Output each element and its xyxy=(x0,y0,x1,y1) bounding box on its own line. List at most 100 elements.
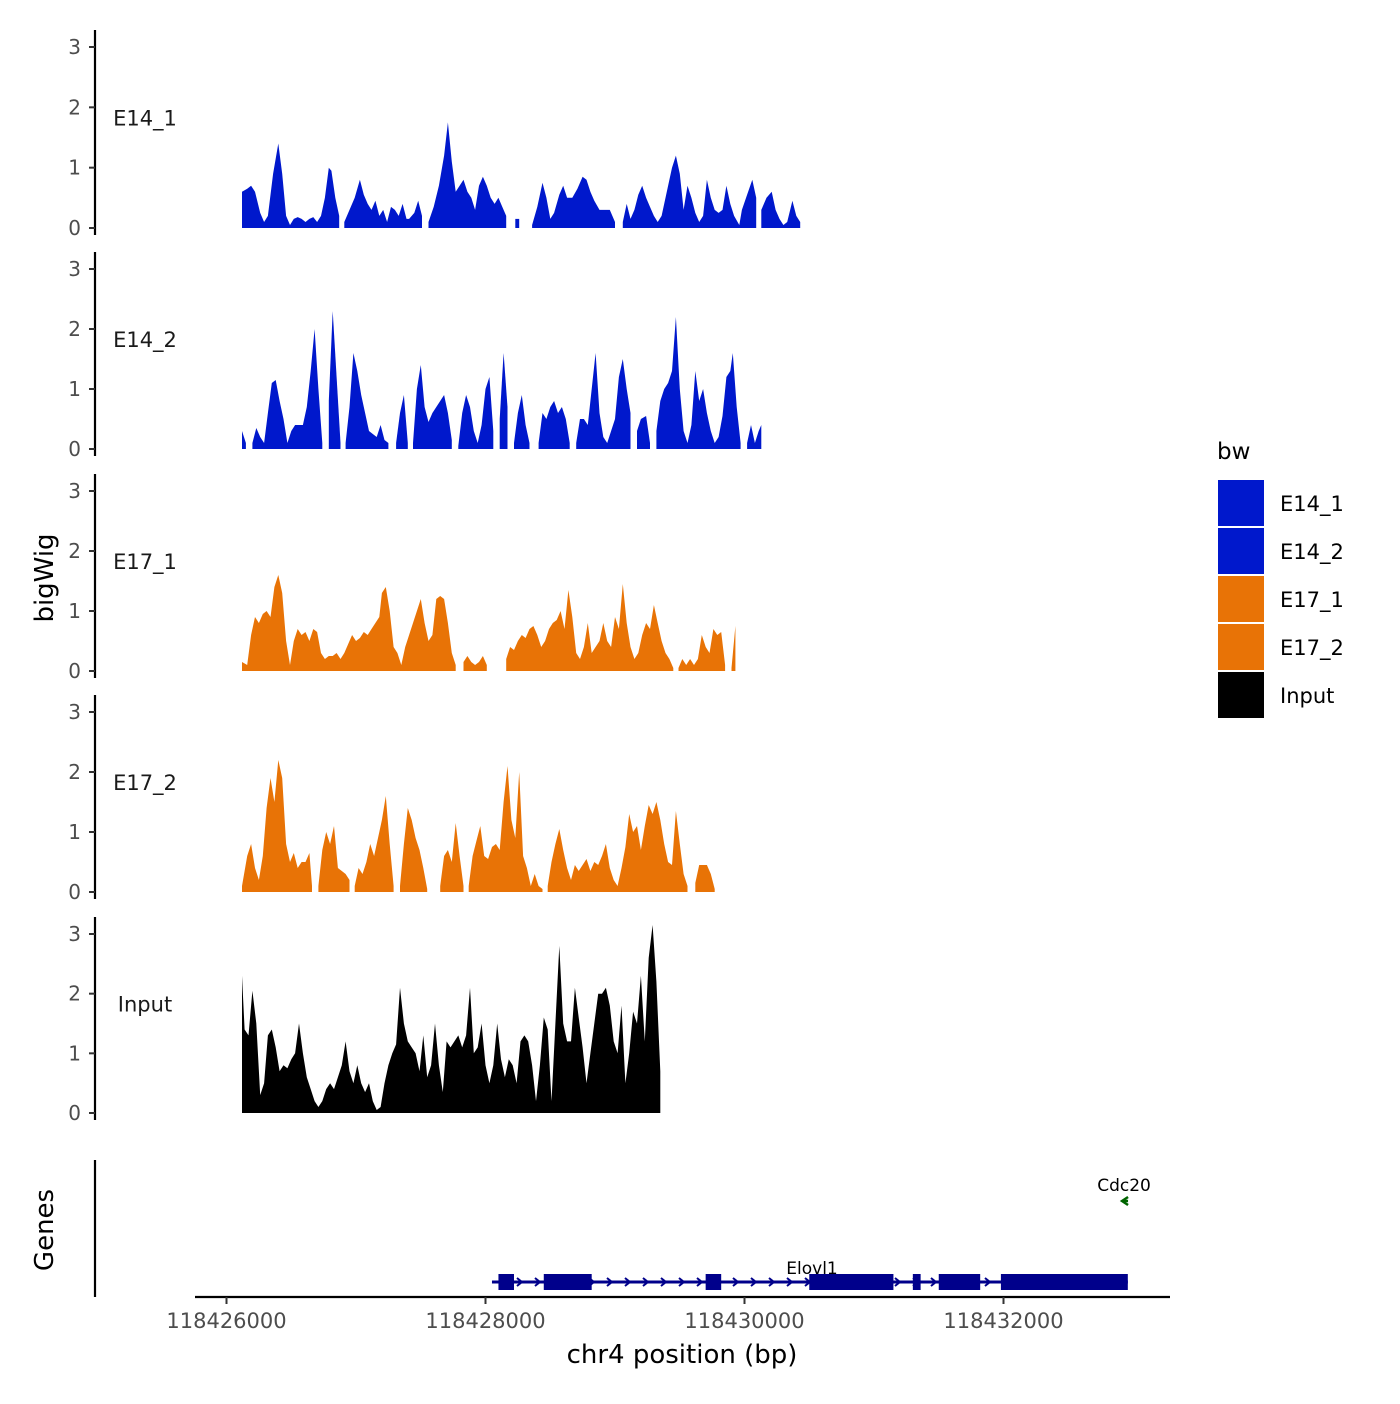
signal-area xyxy=(506,584,674,671)
track-label: E17_2 xyxy=(113,771,177,796)
y-tick-label: 3 xyxy=(68,35,81,59)
signal-area xyxy=(695,865,715,892)
signal-area xyxy=(514,395,530,449)
signal-area xyxy=(547,802,688,892)
gene-label: Cdc20 xyxy=(1097,1176,1151,1196)
legend-label: E17_1 xyxy=(1280,588,1344,613)
strand-arrow xyxy=(678,1277,686,1287)
y-tick-label: 2 xyxy=(68,539,81,563)
gene-exon xyxy=(498,1274,514,1290)
y-tick-label: 3 xyxy=(68,922,81,946)
track-label: Input xyxy=(118,993,172,1017)
strand-arrow xyxy=(516,1277,524,1287)
legend-label: E14_2 xyxy=(1280,540,1344,565)
gene-exon xyxy=(1000,1274,1128,1290)
track-Input: 0 1 2 3 Input xyxy=(68,917,661,1125)
strand-arrow xyxy=(768,1277,776,1287)
signal-area xyxy=(428,122,507,228)
legend-swatch xyxy=(1218,576,1264,622)
signal-area xyxy=(576,353,631,449)
track-E14_1: 0 1 2 3 E14_1 xyxy=(68,30,801,240)
strand-arrow xyxy=(534,1277,542,1287)
x-tick-label: 118428000 xyxy=(425,1309,545,1333)
signal-area xyxy=(515,218,520,228)
gene-exon xyxy=(543,1274,592,1290)
signal-area xyxy=(637,416,650,449)
signal-area xyxy=(354,796,394,892)
signal-area xyxy=(499,353,508,449)
y-tick-label: 1 xyxy=(68,377,81,401)
y-tick-label: 3 xyxy=(68,700,81,724)
y-tick-label: 3 xyxy=(68,479,81,503)
track-E14_2: 0 1 2 3 E14_2 xyxy=(68,252,762,461)
gene-Cdc20: Cdc20 xyxy=(1097,1176,1151,1207)
signal-area xyxy=(242,431,246,449)
gene-Elovl1: Elovl1 xyxy=(491,1259,1128,1290)
genes-axis-title: Genes xyxy=(30,1189,60,1271)
y-tick-label: 0 xyxy=(68,880,81,904)
x-axis: 118426000 118428000 118430000 118432000 xyxy=(166,1295,1170,1333)
signal-area xyxy=(656,317,741,449)
strand-arrow xyxy=(732,1277,740,1287)
strand-arrow xyxy=(606,1277,614,1287)
track-label: E14_1 xyxy=(113,107,177,132)
strand-arrow xyxy=(750,1277,758,1287)
signal-area xyxy=(242,143,340,228)
y-tick-label: 1 xyxy=(68,1041,81,1065)
legend-label: Input xyxy=(1280,684,1334,708)
x-tick-label: 118426000 xyxy=(166,1309,286,1333)
y-tick-label: 1 xyxy=(68,599,81,623)
signal-area xyxy=(747,425,762,449)
tracks-layer: 0 1 2 3 E14_1 0 1 2 3 E14_2 0 1 2 3 E17_1 0 1 2 3 E17_2 0 1 2 3… xyxy=(68,30,801,1125)
strand-arrow xyxy=(786,1277,794,1287)
signal-area xyxy=(538,401,570,449)
signal-area xyxy=(440,823,464,892)
y-tick-label: 0 xyxy=(68,437,81,461)
legend-swatch xyxy=(1218,480,1264,526)
strand-arrow xyxy=(696,1277,704,1287)
y-axis-title: bigWig xyxy=(30,533,60,622)
strand-arrow xyxy=(660,1277,668,1287)
signal-area xyxy=(242,575,456,671)
y-tick-label: 2 xyxy=(68,760,81,784)
signal-area xyxy=(242,760,312,892)
signal-area xyxy=(731,626,736,671)
signal-area xyxy=(678,629,726,671)
y-tick-label: 2 xyxy=(68,982,81,1006)
track-E17_2: 0 1 2 3 E17_2 xyxy=(68,695,715,904)
y-tick-label: 0 xyxy=(68,216,81,240)
track-label: E14_2 xyxy=(113,328,177,353)
x-axis-title: chr4 position (bp) xyxy=(567,1340,798,1370)
signal-area xyxy=(344,179,422,228)
signal-area xyxy=(400,808,428,892)
strand-arrow xyxy=(984,1277,992,1287)
strand-arrow xyxy=(642,1277,650,1287)
signal-area xyxy=(345,353,389,449)
signal-area xyxy=(761,191,801,228)
y-tick-label: 1 xyxy=(68,156,81,180)
signal-area xyxy=(328,311,341,449)
signal-area xyxy=(532,176,615,228)
signal-area xyxy=(318,826,350,892)
gene-exon xyxy=(938,1274,981,1290)
y-tick-label: 0 xyxy=(68,659,81,683)
signal-area xyxy=(622,155,757,228)
track-label: E17_1 xyxy=(113,550,177,575)
y-tick-label: 0 xyxy=(68,1101,81,1125)
gene-exon xyxy=(705,1274,722,1290)
legend-swatch xyxy=(1218,672,1264,718)
signal-area xyxy=(463,656,487,671)
y-tick-label: 2 xyxy=(68,95,81,119)
x-tick-label: 118432000 xyxy=(943,1309,1063,1333)
signal-area xyxy=(458,377,494,449)
legend: bw E14_1 E14_2 E17_1 E17_2 Input xyxy=(1217,439,1344,718)
legend-title: bw xyxy=(1217,439,1250,465)
y-tick-label: 2 xyxy=(68,317,81,341)
gene-exon xyxy=(912,1274,921,1290)
y-tick-label: 1 xyxy=(68,820,81,844)
strand-arrow xyxy=(624,1277,632,1287)
legend-label: E17_2 xyxy=(1280,636,1344,661)
gene-exon xyxy=(809,1274,894,1290)
legend-swatch xyxy=(1218,528,1264,574)
